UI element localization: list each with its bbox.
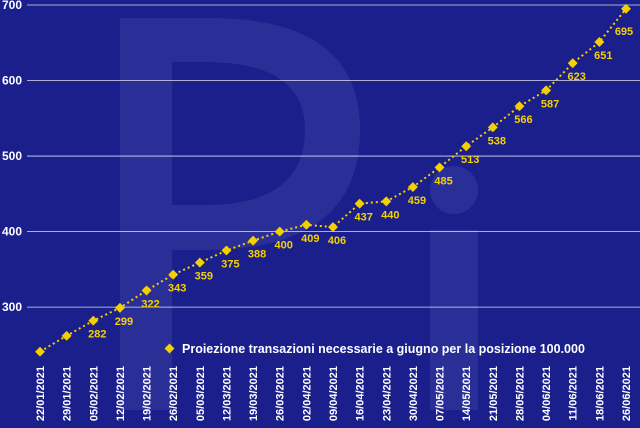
- data-labels: 282 299 322 343 359 375 388 400 409 406 437 440 459 4…: [88, 26, 633, 341]
- x-tick-label: 09/04/2021: [328, 366, 340, 421]
- data-point: [594, 37, 605, 47]
- x-tick-label: 29/01/2021: [62, 366, 74, 421]
- data-label: 406: [328, 235, 346, 247]
- x-tick-label: 19/03/2021: [248, 366, 260, 421]
- data-point: [541, 85, 552, 96]
- data-label: 375: [221, 258, 239, 270]
- data-label: 299: [115, 316, 133, 328]
- data-point: [168, 269, 179, 280]
- data-point: [461, 141, 472, 152]
- data-label: 566: [514, 114, 532, 126]
- y-tick-label: 300: [2, 300, 22, 314]
- data-label: 282: [88, 329, 106, 341]
- x-tick-label: 26/03/2021: [275, 366, 287, 421]
- x-tick-label: 12/03/2021: [221, 366, 233, 421]
- x-tick-label: 26/06/2021: [621, 366, 633, 421]
- y-tick-label: 600: [2, 74, 22, 88]
- x-tick-label: 14/05/2021: [461, 366, 473, 421]
- x-tick-label: 26/02/2021: [168, 366, 180, 421]
- legend: Proiezione transazioni necessarie a giug…: [164, 342, 585, 356]
- data-point: [354, 198, 365, 209]
- x-tick-label: 04/06/2021: [541, 366, 553, 421]
- data-label: 459: [408, 195, 426, 207]
- data-label: 587: [541, 98, 559, 110]
- data-label: 538: [488, 135, 506, 147]
- data-label: 343: [168, 283, 186, 295]
- data-label: 440: [381, 209, 399, 221]
- x-axis: 22/01/2021 29/01/2021 05/02/2021 12/02/2021…: [35, 366, 633, 421]
- x-tick-label: 11/06/2021: [568, 366, 580, 420]
- y-tick-label: 400: [2, 225, 22, 239]
- y-tick-label: 700: [2, 0, 22, 12]
- x-tick-label: 22/01/2021: [35, 366, 47, 421]
- y-axis: 300 400 500 600 700: [2, 0, 22, 314]
- x-tick-label: 18/06/2021: [594, 366, 606, 421]
- data-label: 359: [195, 271, 213, 283]
- legend-marker: [164, 343, 175, 354]
- data-label: 388: [248, 249, 266, 261]
- x-tick-label: 30/04/2021: [408, 366, 420, 421]
- data-point: [274, 226, 285, 237]
- data-point: [567, 58, 578, 69]
- data-label: 400: [275, 240, 293, 252]
- x-tick-label: 05/02/2021: [88, 366, 100, 421]
- data-point: [381, 196, 392, 207]
- y-tick-label: 500: [2, 149, 22, 163]
- data-point: [328, 222, 338, 233]
- x-tick-label: 07/05/2021: [435, 366, 447, 421]
- x-tick-label: 19/02/2021: [142, 366, 154, 421]
- data-label: 437: [354, 212, 372, 224]
- data-point: [194, 257, 205, 268]
- data-label: 409: [301, 233, 319, 245]
- x-tick-label: 02/04/2021: [301, 366, 313, 421]
- watermark-logo: [120, 18, 478, 410]
- x-tick-label: 16/04/2021: [355, 366, 367, 421]
- x-tick-label: 28/05/2021: [514, 366, 526, 421]
- data-label: 513: [461, 154, 479, 166]
- data-point: [248, 235, 259, 246]
- x-tick-label: 05/03/2021: [195, 366, 207, 421]
- x-tick-label: 21/05/2021: [488, 366, 500, 421]
- data-point: [221, 245, 232, 256]
- data-label: 623: [568, 71, 586, 83]
- data-point: [301, 219, 312, 230]
- data-point: [434, 162, 445, 173]
- data-label: 695: [615, 26, 633, 38]
- data-label: 651: [594, 50, 612, 62]
- data-point: [141, 285, 152, 296]
- data-label: 322: [141, 299, 159, 311]
- grid: [27, 4, 640, 308]
- x-tick-label: 23/04/2021: [381, 366, 393, 421]
- legend-label: Proiezione transazioni necessarie a giug…: [182, 342, 585, 356]
- data-label: 485: [434, 175, 452, 187]
- data-point: [514, 101, 525, 112]
- data-point: [407, 182, 418, 192]
- x-tick-label: 12/02/2021: [115, 366, 127, 421]
- data-point: [621, 3, 631, 14]
